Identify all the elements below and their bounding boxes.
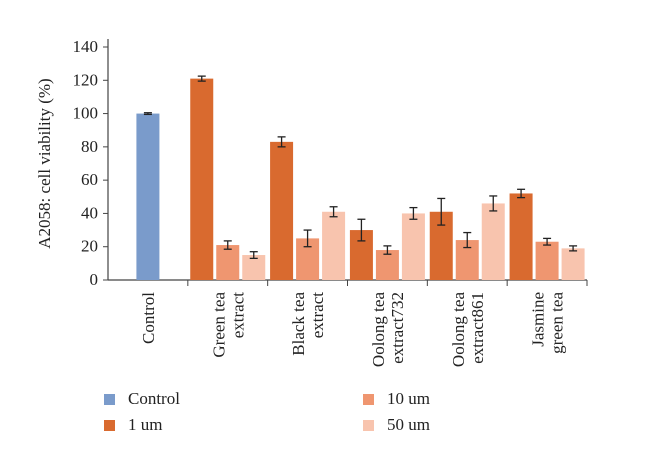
bar-10-um bbox=[535, 241, 559, 280]
bar-1-um bbox=[270, 141, 294, 280]
y-tick-label: 0 bbox=[90, 270, 99, 289]
category-label-line: extract861 bbox=[468, 292, 487, 364]
y-tick-label: 80 bbox=[81, 137, 98, 156]
category-label-line: Black tea bbox=[289, 292, 308, 356]
category-label: Oolong tea extract732 bbox=[369, 292, 407, 368]
bar-50-um bbox=[242, 255, 266, 280]
bar-50-um bbox=[322, 211, 346, 280]
legend-swatch bbox=[104, 394, 115, 405]
bar-10-um bbox=[375, 250, 399, 280]
bar-1-um bbox=[349, 230, 373, 280]
bar-1-um bbox=[509, 193, 533, 280]
legend-swatch bbox=[363, 420, 374, 431]
y-axis-title: A2058: cell viability (%) bbox=[35, 78, 54, 248]
category-label-line: extract732 bbox=[388, 292, 407, 364]
category-label-line: extract bbox=[228, 292, 247, 339]
bar-10-um bbox=[455, 240, 479, 280]
bar-10-um bbox=[296, 238, 320, 280]
plot-area: 0 20 40 60 80 100 120 140 A2058: cell viability … bbox=[35, 37, 588, 368]
category-label: Green tea extract bbox=[209, 292, 247, 358]
category-label-line: Control bbox=[139, 292, 158, 344]
category-label: Oolong tea extract861 bbox=[449, 292, 487, 368]
bar-50-um bbox=[401, 213, 425, 280]
y-tick-label: 120 bbox=[73, 70, 99, 89]
legend-label: Control bbox=[128, 389, 180, 408]
legend-label: 10 um bbox=[387, 389, 430, 408]
legend-swatch bbox=[104, 420, 115, 431]
category-label: Control bbox=[139, 292, 158, 344]
y-tick-label: 20 bbox=[81, 237, 98, 256]
y-tick-label: 60 bbox=[81, 170, 98, 189]
legend-label: 1 um bbox=[128, 415, 162, 434]
category-label-line: extract bbox=[308, 292, 327, 339]
bar-50-um bbox=[481, 203, 505, 280]
category-label-line: Oolong tea bbox=[369, 292, 388, 368]
legend-label: 50 um bbox=[387, 415, 430, 434]
category-label: Black tea extract bbox=[289, 292, 327, 356]
category-label-line: Jasmine bbox=[529, 292, 548, 347]
bar-control bbox=[136, 113, 160, 280]
legend: Control 1 um 10 um 50 um bbox=[104, 389, 430, 434]
category-label-line: Oolong tea bbox=[449, 292, 468, 368]
category-label: Jasmine green tea bbox=[529, 292, 567, 354]
bar-1-um bbox=[190, 78, 214, 280]
category-label-line: green tea bbox=[548, 292, 567, 354]
legend-swatch bbox=[363, 394, 374, 405]
y-tick-label: 100 bbox=[73, 104, 99, 123]
bar-10-um bbox=[216, 245, 240, 280]
category-label-line: Green tea bbox=[209, 292, 228, 358]
bar-50-um bbox=[561, 248, 585, 280]
y-tick-label: 140 bbox=[73, 37, 99, 56]
bar-1-um bbox=[429, 211, 453, 280]
y-tick-label: 40 bbox=[81, 203, 98, 222]
